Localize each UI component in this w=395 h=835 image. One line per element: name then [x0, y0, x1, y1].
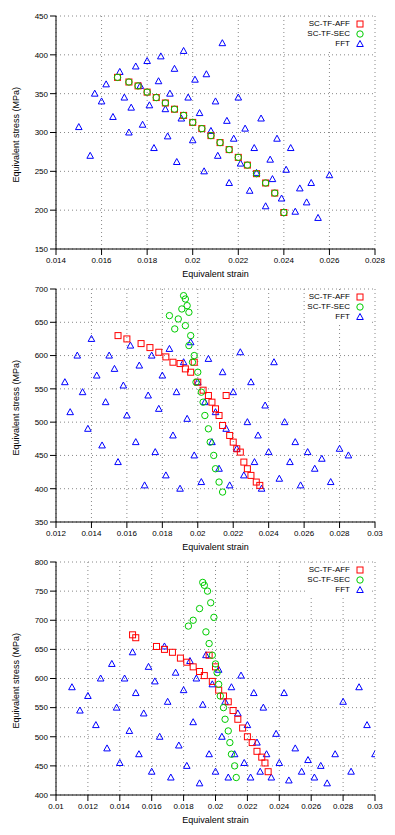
svg-text:550: 550 — [35, 385, 49, 394]
svg-text:800: 800 — [35, 558, 49, 567]
svg-text:650: 650 — [35, 318, 49, 327]
html-text:SC-TF-SEC: SC-TF-SEC — [307, 575, 350, 584]
svg-text:500: 500 — [35, 418, 49, 427]
svg-text:450: 450 — [35, 762, 49, 771]
svg-text:0.024: 0.024 — [269, 802, 290, 811]
svg-text:0.02: 0.02 — [208, 802, 224, 811]
svg-text:0.014: 0.014 — [110, 802, 131, 811]
html-text:SC-TF-AFF: SC-TF-AFF — [308, 19, 350, 28]
svg-text:150: 150 — [35, 245, 49, 254]
svg-text:0.026: 0.026 — [319, 256, 340, 265]
svg-text:0.02: 0.02 — [190, 529, 206, 538]
html-text:SC-TF-AFF: SC-TF-AFF — [308, 292, 350, 301]
svg-text:550: 550 — [35, 703, 49, 712]
svg-text:Equivalent strain: Equivalent strain — [182, 542, 249, 552]
html-text:FFT: FFT — [335, 312, 350, 321]
html-text:SC-TF-SEC: SC-TF-SEC — [307, 302, 350, 311]
svg-text:0.02: 0.02 — [185, 256, 201, 265]
svg-text:300: 300 — [35, 128, 49, 137]
svg-text:0.018: 0.018 — [152, 529, 173, 538]
svg-text:450: 450 — [35, 12, 49, 21]
svg-text:0.026: 0.026 — [301, 802, 322, 811]
svg-text:0.03: 0.03 — [367, 802, 383, 811]
svg-text:0.018: 0.018 — [137, 256, 158, 265]
svg-text:Equivalent stress (MPa): Equivalent stress (MPa) — [11, 360, 21, 456]
svg-text:700: 700 — [35, 285, 49, 294]
svg-text:450: 450 — [35, 451, 49, 460]
svg-text:200: 200 — [35, 206, 49, 215]
svg-text:700: 700 — [35, 616, 49, 625]
svg-text:Equivalent strain: Equivalent strain — [182, 269, 249, 279]
svg-text:400: 400 — [35, 791, 49, 800]
svg-text:500: 500 — [35, 733, 49, 742]
svg-text:0.016: 0.016 — [142, 802, 163, 811]
svg-text:0.022: 0.022 — [237, 802, 258, 811]
svg-text:0.028: 0.028 — [333, 802, 354, 811]
svg-text:0.01: 0.01 — [48, 802, 64, 811]
svg-text:600: 600 — [35, 351, 49, 360]
svg-text:250: 250 — [35, 167, 49, 176]
svg-text:750: 750 — [35, 587, 49, 596]
svg-text:0.022: 0.022 — [223, 529, 244, 538]
svg-text:0.024: 0.024 — [259, 529, 280, 538]
html-text:SC-TF-SEC: SC-TF-SEC — [307, 29, 350, 38]
svg-text:0.012: 0.012 — [78, 802, 99, 811]
svg-text:0.024: 0.024 — [274, 256, 295, 265]
svg-text:400: 400 — [35, 485, 49, 494]
svg-text:650: 650 — [35, 645, 49, 654]
svg-text:0.014: 0.014 — [46, 256, 67, 265]
svg-text:600: 600 — [35, 674, 49, 683]
svg-text:0.028: 0.028 — [330, 529, 351, 538]
svg-text:0.028: 0.028 — [365, 256, 386, 265]
svg-text:Equivalent stress (MPa): Equivalent stress (MPa) — [11, 633, 21, 729]
svg-text:0.016: 0.016 — [117, 529, 138, 538]
svg-text:0.022: 0.022 — [228, 256, 249, 265]
html-text:FFT: FFT — [335, 39, 350, 48]
svg-text:Equivalent stress (MPa): Equivalent stress (MPa) — [11, 87, 21, 183]
svg-text:400: 400 — [35, 51, 49, 60]
svg-text:0.012: 0.012 — [46, 529, 67, 538]
svg-text:0.018: 0.018 — [174, 802, 195, 811]
svg-text:0.03: 0.03 — [367, 529, 383, 538]
svg-text:350: 350 — [35, 518, 49, 527]
svg-text:0.026: 0.026 — [294, 529, 315, 538]
svg-text:0.014: 0.014 — [81, 529, 102, 538]
svg-text:0.016: 0.016 — [92, 256, 113, 265]
svg-text:Equivalent strain: Equivalent strain — [182, 815, 249, 825]
svg-text:350: 350 — [35, 90, 49, 99]
html-text:FFT: FFT — [335, 585, 350, 594]
html-text:SC-TF-AFF: SC-TF-AFF — [308, 565, 350, 574]
